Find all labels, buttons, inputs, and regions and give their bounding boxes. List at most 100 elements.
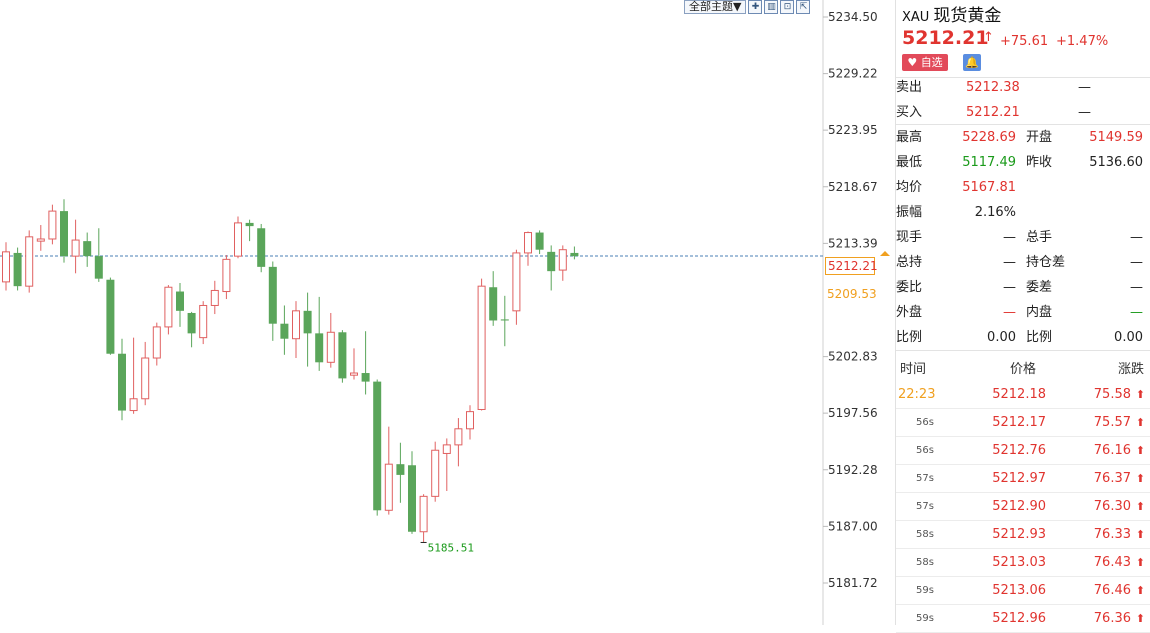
tick-change: 76.30: [1093, 499, 1131, 514]
quote-panel: XAU 现货黄金 5212.21 ↑ +75.61 +1.47% ♥ 自选 🔔 卖…: [895, 0, 1150, 633]
stat-label: 内盘: [1026, 305, 1053, 320]
tick-time: 57s: [916, 473, 934, 484]
candle-body: [373, 381, 382, 511]
candle-body: [558, 249, 567, 271]
fullscreen-icon[interactable]: ⊡: [780, 0, 795, 14]
candle-body: [454, 428, 463, 446]
y-tick-label: 5202.83: [828, 350, 878, 364]
candlestick-chart[interactable]: 5234.50 5229.22 5223.95 5218.67 5213.39 5202.…: [0, 0, 895, 625]
candle-body: [419, 495, 428, 533]
tick-price: 5213.06: [992, 583, 1046, 598]
tick-row: 56s 5212.17 75.57 ⬆: [896, 408, 1150, 437]
tick-time: 57s: [916, 501, 934, 512]
candle-body: [570, 252, 579, 257]
stat-label: 委比: [896, 280, 923, 295]
candle-body: [245, 222, 254, 227]
chart-canvas[interactable]: 5234.50 5229.22 5223.95 5218.67 5213.39 5202.…: [0, 0, 895, 625]
y-tick-label: 5234.50: [828, 10, 878, 24]
stat-label: 总手: [1026, 230, 1053, 245]
candle-body: [25, 236, 34, 287]
y-tick-label: 5192.28: [828, 463, 878, 477]
stat-value: 5117.49: [962, 155, 1016, 170]
tick-row: 59s 5213.06 76.46 ⬆: [896, 576, 1150, 605]
tick-time: 59s: [916, 585, 934, 596]
candle-body: [83, 241, 92, 257]
candle-body: [303, 310, 312, 334]
sell-volume: —: [1078, 80, 1091, 95]
candle-body: [106, 279, 115, 354]
up-arrow-icon: ⬆: [1135, 556, 1145, 569]
candle-body: [384, 463, 393, 511]
tick-time: 59s: [916, 613, 934, 624]
candle-body: [350, 372, 358, 376]
candle-body: [234, 222, 242, 257]
tick-header-price: 价格: [1010, 362, 1037, 377]
tick-row: 57s 5212.90 76.30 ⬆: [896, 492, 1150, 521]
crosshair-icon[interactable]: ✚: [748, 0, 763, 14]
candle-body: [361, 373, 370, 382]
candle-body: [152, 326, 161, 359]
candle-body: [524, 232, 532, 254]
candle-body: [2, 251, 10, 283]
stat-label: 最低: [896, 155, 923, 170]
candle-body: [512, 252, 521, 312]
min-price-label: 5185.51: [428, 541, 474, 554]
stat-value: —: [1130, 280, 1143, 295]
tick-row: 57s 5212.97 76.37 ⬆: [896, 464, 1150, 493]
tick-change: 76.36: [1093, 611, 1131, 626]
tick-price: 5212.18: [992, 387, 1046, 402]
tick-price: 5212.76: [992, 443, 1046, 458]
theme-dropdown[interactable]: 全部主题▼: [684, 0, 747, 14]
instrument-title: XAU 现货黄金: [902, 1, 1001, 26]
price-marker-icon: [880, 251, 890, 257]
candle-body: [13, 252, 22, 287]
candle-body: [210, 289, 219, 306]
current-price-tag: 5212.21: [825, 257, 878, 275]
favorite-label: 自选: [920, 56, 943, 69]
buy-label: 买入: [896, 105, 923, 120]
candle-body: [338, 332, 347, 379]
candle-body: [442, 444, 451, 454]
stat-value: —: [1003, 230, 1016, 245]
tick-change: 75.57: [1093, 415, 1131, 430]
tick-change: 76.37: [1093, 471, 1131, 486]
candle-body: [466, 411, 474, 430]
tick-price: 5213.03: [992, 555, 1046, 570]
chart-toolbar: 全部主题▼ ✚ ▥ ⊡ ⇱: [684, 0, 811, 14]
candle-body: [129, 398, 138, 412]
divider: [896, 77, 1150, 78]
stat-value: 2.16%: [974, 205, 1016, 220]
add-favorite-button[interactable]: ♥ 自选: [902, 54, 948, 71]
tick-time: 56s: [916, 417, 934, 428]
price-change: +75.61: [1000, 34, 1049, 49]
tick-header-time: 时间: [900, 362, 927, 377]
stat-label: 持仓差: [1026, 255, 1066, 270]
candle-body: [326, 331, 335, 363]
candle-body: [94, 256, 103, 279]
stat-value: 0.00: [987, 330, 1016, 345]
tick-row: 58s 5212.93 76.33 ⬆: [896, 520, 1150, 549]
up-arrow-icon: ⬆: [1135, 500, 1145, 513]
tick-row: 56s 5212.76 76.16 ⬆: [896, 436, 1150, 465]
alert-bell-button[interactable]: 🔔: [963, 54, 981, 71]
instrument-code: XAU: [902, 10, 930, 25]
stat-label: 比例: [1026, 330, 1053, 345]
candle-body: [396, 464, 405, 475]
tick-change: 76.46: [1093, 583, 1131, 598]
tick-change: 75.58: [1093, 387, 1131, 402]
candle-icon[interactable]: ▥: [764, 0, 779, 14]
stat-value: 0.00: [1114, 330, 1143, 345]
tick-time: 22:23: [898, 387, 936, 402]
candle-body: [60, 211, 68, 257]
up-arrow-icon: ⬆: [1135, 584, 1145, 597]
price-change-pct: +1.47%: [1056, 34, 1109, 49]
divider: [896, 350, 1150, 351]
candle-body: [164, 286, 173, 328]
stat-label: 最高: [896, 130, 923, 145]
candle-body: [199, 304, 208, 339]
stat-value: 5167.81: [962, 180, 1016, 195]
expand-icon[interactable]: ⇱: [796, 0, 811, 14]
stat-label: 总持: [896, 255, 923, 270]
stat-label: 比例: [896, 330, 923, 345]
tick-time: 56s: [916, 445, 934, 456]
